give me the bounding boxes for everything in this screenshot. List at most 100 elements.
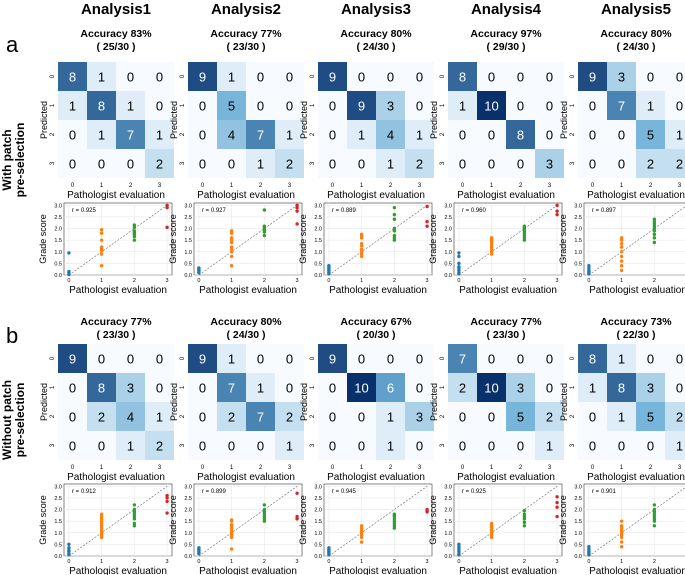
scatter-ytick: 2.5 — [314, 215, 322, 221]
matrix-value: 10 — [484, 99, 498, 114]
matrix-value: 0 — [459, 128, 466, 143]
matrix-xtick: 1 — [360, 183, 364, 189]
matrix-cell — [477, 62, 506, 91]
scatter-point — [619, 264, 624, 268]
matrix-ylabel: Predicted — [169, 101, 179, 139]
matrix-cell — [578, 373, 607, 402]
scatter-point — [132, 512, 137, 516]
matrix-cell — [665, 62, 685, 91]
scatter-xtick: 3 — [166, 559, 169, 565]
matrix-cell — [636, 344, 665, 373]
scatter-r-label: r = 0.945 — [332, 489, 357, 495]
scatter-diagonal — [198, 486, 298, 557]
matrix-value: 1 — [387, 157, 394, 172]
matrix-value: 0 — [98, 352, 105, 367]
matrix-cell — [665, 431, 685, 460]
scatter-point — [457, 265, 461, 269]
matrix-cell — [347, 431, 376, 460]
matrix-ytick: 1 — [50, 385, 56, 389]
matrix-ytick: 0 — [440, 356, 446, 360]
scatter-point — [652, 226, 657, 231]
matrix-cell — [275, 149, 304, 178]
scatter-ytick: 3.0 — [314, 203, 322, 209]
matrix-value: 0 — [589, 99, 596, 114]
scatter-ytick: 0.5 — [314, 261, 322, 267]
scatter-point — [165, 511, 169, 515]
matrix-ytick: 0 — [440, 74, 446, 78]
matrix-cell — [535, 62, 564, 91]
matrix-value: 4 — [387, 128, 394, 143]
scatter-point — [165, 496, 169, 500]
scatter-point — [392, 236, 397, 240]
scatter-point — [359, 247, 364, 252]
panel-label-b: b — [6, 323, 18, 348]
matrix-cell — [477, 431, 506, 460]
matrix-ytick: 2 — [440, 414, 446, 418]
matrix-cell — [145, 62, 174, 91]
fraction-label: ( 25/30 ) — [96, 41, 135, 53]
matrix-value: 0 — [647, 439, 654, 454]
matrix-value: 0 — [517, 157, 524, 172]
matrix-cell — [405, 402, 434, 431]
scatter-point — [262, 507, 267, 512]
scatter-point — [229, 531, 234, 535]
scatter-xtick: 0 — [587, 559, 590, 565]
scatter-ytick: 0.0 — [54, 554, 62, 560]
scatter-xtick: 1 — [620, 278, 623, 284]
scatter-xtick: 2 — [133, 278, 136, 284]
scatter-point — [132, 524, 137, 528]
scatter-ytick: 3.0 — [574, 203, 582, 209]
matrix-cell — [217, 373, 246, 402]
scatter-ytick: 2.0 — [54, 508, 62, 514]
matrix-xlabel: Pathologist evaluation — [457, 472, 555, 483]
matrix-ytick: 3 — [50, 443, 56, 447]
matrix-cell — [405, 373, 434, 402]
scatter-point — [392, 212, 397, 217]
matrix-ylabel: Predicted — [169, 383, 179, 421]
matrix-xtick: 1 — [360, 465, 364, 471]
matrix-value: 0 — [647, 70, 654, 85]
matrix-value: 1 — [676, 439, 683, 454]
matrix-value: 0 — [546, 128, 553, 143]
matrix-cell — [318, 120, 347, 149]
scatter-point — [619, 531, 624, 535]
scatter-r-label: r = 0.899 — [202, 489, 227, 495]
scatter-point — [359, 250, 364, 254]
scatter-diagonal — [328, 205, 428, 276]
matrix-cell — [58, 149, 87, 178]
matrix-ytick: 1 — [180, 103, 186, 107]
matrix-value: 0 — [589, 157, 596, 172]
matrix-cell — [636, 431, 665, 460]
scatter-point — [99, 533, 104, 537]
matrix-cell — [58, 91, 87, 120]
scatter-point — [99, 238, 104, 242]
matrix-cell — [275, 431, 304, 460]
accuracy-label: Accuracy 67% — [340, 316, 412, 328]
fraction-label: ( 20/30 ) — [356, 329, 395, 341]
scatter-point — [619, 528, 624, 533]
matrix-xtick: 0 — [331, 465, 335, 471]
matrix-cell — [578, 62, 607, 91]
scatter-xtick: 1 — [360, 278, 363, 284]
scatter-point — [392, 512, 397, 516]
matrix-cell — [535, 149, 564, 178]
matrix-value: 2 — [416, 157, 423, 172]
matrix-value: 9 — [329, 70, 336, 85]
matrix-cell — [448, 62, 477, 91]
matrix-value: 0 — [199, 157, 206, 172]
scatter-xtick: 2 — [263, 278, 266, 284]
scatter-point — [229, 547, 234, 551]
scatter-diagonal — [588, 206, 685, 276]
matrix-cell — [87, 402, 116, 431]
matrix-cell — [578, 91, 607, 120]
matrix-cell — [405, 91, 434, 120]
matrix-cell — [535, 431, 564, 460]
scatter-point — [165, 499, 169, 504]
scatter-frame — [583, 483, 685, 557]
matrix-cell — [636, 62, 665, 91]
matrix-ytick: 3 — [440, 443, 446, 447]
scatter-point — [457, 547, 461, 551]
scatter-point — [99, 246, 104, 250]
matrix-value: 0 — [156, 70, 163, 85]
